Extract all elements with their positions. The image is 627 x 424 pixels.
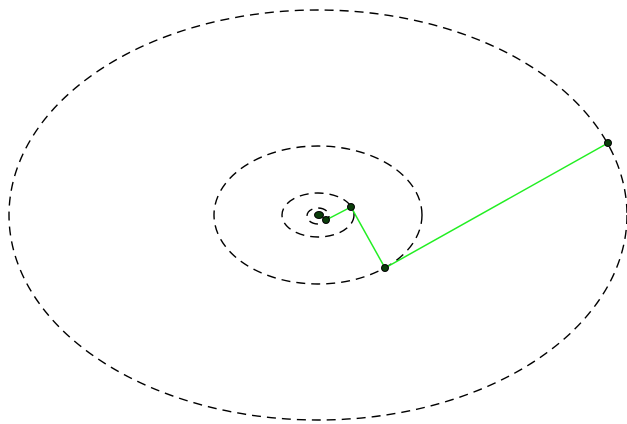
- orbit-3: [213, 145, 423, 285]
- node-1: [322, 216, 330, 224]
- node-4: [604, 139, 612, 147]
- path-segment-2-3: [350, 206, 386, 269]
- node-3: [381, 264, 389, 272]
- node-2: [347, 203, 355, 211]
- path-segment-3-4: [384, 142, 609, 269]
- orbit-1: [306, 207, 330, 225]
- orbit-4: [8, 9, 627, 421]
- path-segment-1-2: [325, 206, 352, 221]
- node-center: [314, 211, 324, 219]
- orbit-2: [281, 192, 355, 238]
